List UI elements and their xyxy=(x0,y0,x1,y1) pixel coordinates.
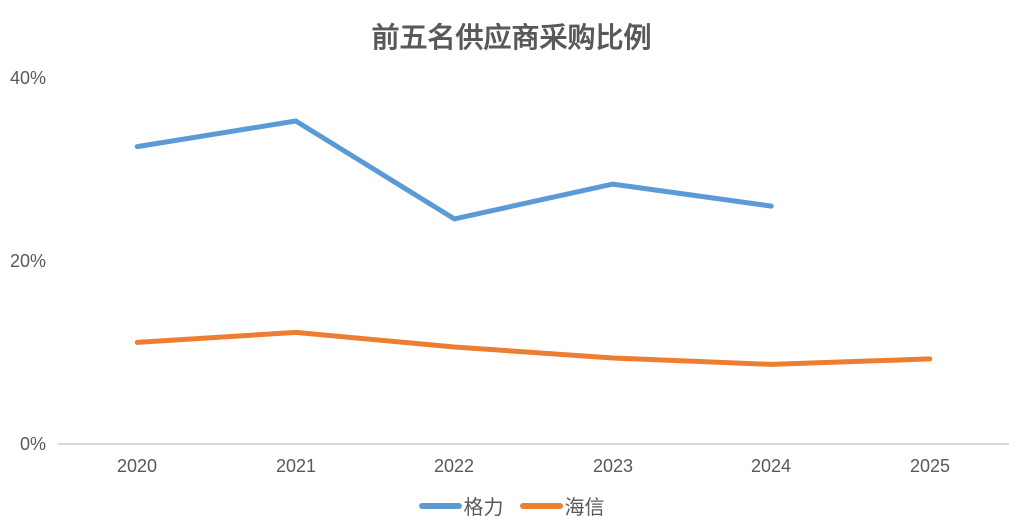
chart-legend: 格力 海信 xyxy=(0,491,1023,520)
chart-title: 前五名供应商采购比例 xyxy=(371,22,652,53)
legend-item-hisense: 海信 xyxy=(519,491,605,520)
hisense-line-marker-icon xyxy=(519,502,563,509)
legend-label-gree: 格力 xyxy=(463,497,504,519)
x-tick-2022: 2022 xyxy=(433,456,475,476)
y-tick-0: 0% xyxy=(19,434,46,454)
x-tick-2023: 2023 xyxy=(592,456,634,476)
gree-line-marker-icon xyxy=(418,502,462,509)
x-tick-2021: 2021 xyxy=(275,456,317,476)
series-line-gree xyxy=(134,118,774,222)
x-tick-2025: 2025 xyxy=(909,456,951,476)
series-line-hisense xyxy=(134,329,933,367)
legend-item-gree: 格力 xyxy=(418,491,504,520)
x-tick-2024: 2024 xyxy=(750,456,792,476)
y-tick-20: 20% xyxy=(9,251,46,271)
legend-label-hisense: 海信 xyxy=(564,497,605,519)
y-tick-40: 40% xyxy=(9,68,46,88)
x-axis-line xyxy=(58,443,1009,445)
x-tick-2020: 2020 xyxy=(116,456,158,476)
